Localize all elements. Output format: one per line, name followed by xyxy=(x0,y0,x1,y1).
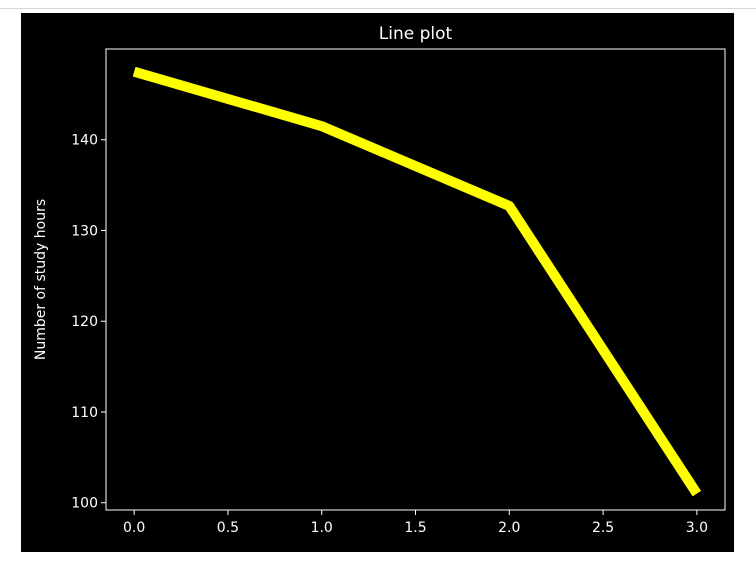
x-tick-label: 3.0 xyxy=(686,520,708,536)
figure-background xyxy=(21,13,734,552)
y-tick-label: 140 xyxy=(71,133,98,149)
y-tick-label: 130 xyxy=(71,223,98,239)
chart-title: Line plot xyxy=(379,24,453,44)
x-tick-label: 0.0 xyxy=(123,520,145,536)
x-tick-label: 0.5 xyxy=(217,520,239,536)
line-chart: Line plot Number of study hours 0.0 0.5 1.… xyxy=(21,13,734,552)
y-axis-ticks: 100 110 120 130 140 xyxy=(71,133,106,512)
series-layer xyxy=(132,66,702,497)
y-tick-label: 110 xyxy=(71,405,98,421)
x-axis-ticks: 0.0 0.5 1.0 1.5 2.0 2.5 3.0 xyxy=(123,510,708,536)
y-tick-label: 120 xyxy=(71,314,98,330)
series-line xyxy=(132,66,702,497)
x-tick-label: 1.0 xyxy=(311,520,333,536)
x-tick-label: 2.5 xyxy=(592,520,614,536)
chart-figure: Line plot Number of study hours 0.0 0.5 1.… xyxy=(21,13,734,552)
output-cell-top-border xyxy=(0,0,756,9)
x-tick-label: 1.5 xyxy=(404,520,426,536)
y-axis-title: Number of study hours xyxy=(33,199,49,360)
y-tick-label: 100 xyxy=(71,496,98,512)
x-tick-label: 2.0 xyxy=(498,520,520,536)
